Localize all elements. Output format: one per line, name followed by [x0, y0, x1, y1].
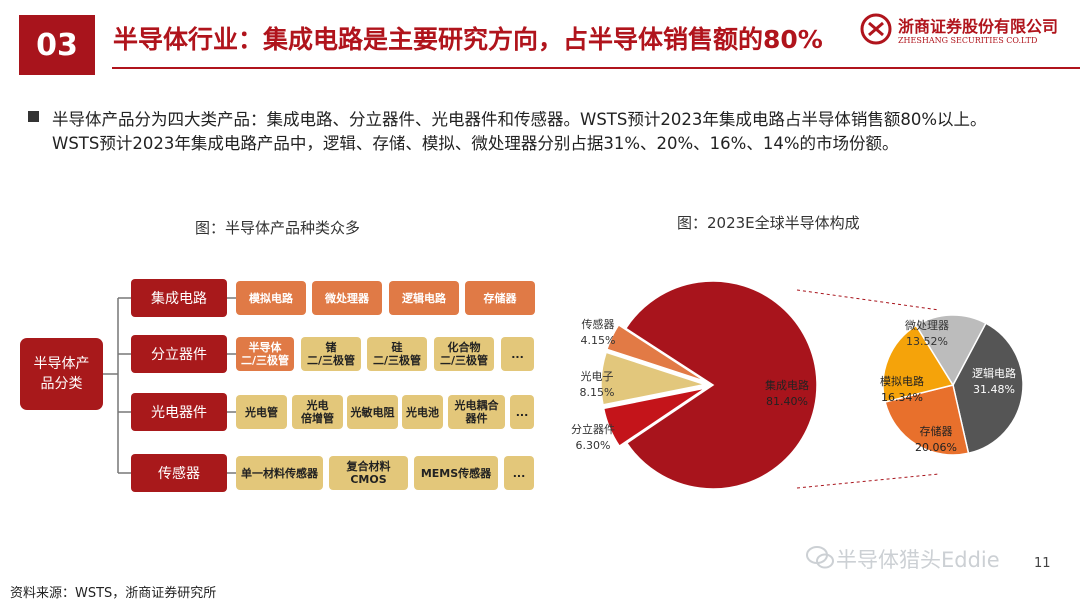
company-name-en: ZHESHANG SECURITIES CO.LTD: [898, 36, 1038, 45]
pie-slice: [624, 280, 818, 490]
zoom-connector-line: [796, 289, 940, 311]
company-logo-icon: [860, 13, 892, 45]
item-compound-diode-transistor: 化合物 二/三极管: [434, 337, 494, 371]
slice-label-name: 微处理器: [905, 318, 949, 332]
item-memory: 存储器: [465, 281, 535, 315]
slice-label-name: 模拟电路: [880, 374, 924, 388]
slice-label-name: 传感器: [582, 318, 615, 331]
page-title: 半导体行业：集成电路是主要研究方向，占半导体销售额的80%: [113, 25, 823, 54]
item-silicon-diode-transistor: 硅 二/三极管: [367, 337, 427, 371]
pie-slice: [915, 314, 987, 387]
slide-number-badge: 03: [19, 15, 95, 75]
slice-value-label: 6.30%: [576, 439, 611, 452]
slice-label-name: 逻辑电路: [972, 366, 1016, 380]
item-single-material-sensor: 单一材料传感器: [236, 456, 323, 490]
body-text-line: WSTS预计2023年集成电路产品中，逻辑、存储、模拟、微处理器分别占据31%、…: [52, 134, 899, 153]
pie-slice: [600, 351, 708, 406]
category-optoelectronics: 光电器件: [131, 393, 227, 431]
tree-root-node: 半导体产 品分类: [20, 338, 103, 410]
semiconductor-pie-charts: 集成电路 81.40% 传感器 4.15% 光电子 8.15% 分立器件 6.30% 逻辑电路 3…: [571, 280, 1024, 490]
tree-caption: 图：半导体产品种类众多: [195, 219, 361, 237]
ic-composition-pie: [882, 314, 1024, 456]
item-germanium-diode-transistor: 锗 二/三极管: [301, 337, 361, 371]
watermark-text: 半导体猎头Eddie: [836, 548, 1000, 572]
source-note: 资料来源：WSTS，浙商证券研究所: [10, 586, 217, 601]
slice-label-name: 分立器件: [571, 422, 615, 436]
bullet-marker: [28, 111, 39, 122]
slice-value-label: 13.52%: [906, 335, 948, 348]
item-optocoupler: 光电耦合 器件: [448, 395, 505, 429]
title-divider: [112, 67, 1080, 69]
wechat-icon: [806, 546, 834, 569]
item-logic-circuit: 逻辑电路: [389, 281, 459, 315]
slice-value-label: 4.15%: [581, 334, 616, 347]
slice-label-name: 存储器: [920, 424, 953, 438]
company-name-cn: 浙商证券股份有限公司: [898, 17, 1059, 36]
item-more: ...: [504, 456, 534, 490]
semiconductor-composition-pie: [600, 280, 818, 490]
item-phototube: 光电管: [236, 395, 287, 429]
tree-connector-lines: [103, 297, 236, 474]
slice-label-name: 光电子: [581, 369, 614, 383]
pie-slice: [882, 324, 955, 403]
pie-slice: [952, 322, 1024, 455]
item-photomultiplier: 光电 倍增管: [292, 395, 343, 429]
zoom-connector-line: [796, 473, 940, 489]
item-photocell: 光电池: [402, 395, 443, 429]
slice-value-label: 31.48%: [973, 383, 1015, 396]
slice-value-label: 81.40%: [766, 395, 808, 408]
item-more: ...: [501, 337, 534, 371]
item-analog-circuit: 模拟电路: [236, 281, 306, 315]
item-microprocessor: 微处理器: [312, 281, 382, 315]
pie-slice: [602, 387, 707, 448]
item-semiconductor-diode-transistor: 半导体 二/三极管: [236, 337, 294, 371]
item-composite-cmos: 复合材料CMOS: [329, 456, 408, 490]
slice-label-name: 集成电路: [765, 378, 809, 392]
item-more: ...: [510, 395, 534, 429]
slice-value-label: 16.34%: [881, 391, 923, 404]
slice-value-label: 8.15%: [580, 386, 615, 399]
pie-slice: [884, 384, 970, 456]
item-photoresistor: 光敏电阻: [347, 395, 398, 429]
category-discrete-devices: 分立器件: [131, 335, 227, 373]
pie-slice: [605, 323, 707, 383]
item-mems-sensor: MEMS传感器: [414, 456, 498, 490]
pie-chart-title: 图：2023E全球半导体构成: [677, 214, 860, 232]
body-text-line: 半导体产品分为四大类产品：集成电路、分立器件、光电器件和传感器。WSTS预计20…: [52, 110, 987, 129]
category-sensors: 传感器: [131, 454, 227, 492]
category-integrated-circuit: 集成电路: [131, 279, 227, 317]
slice-value-label: 20.06%: [915, 441, 957, 454]
page-number: 11: [1034, 556, 1051, 571]
